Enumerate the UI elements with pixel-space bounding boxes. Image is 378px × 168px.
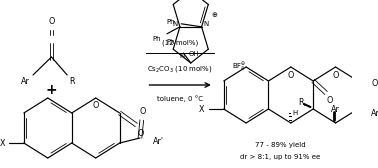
Text: Cs$_2$CO$_3$ (10 mol%): Cs$_2$CO$_3$ (10 mol%) xyxy=(147,64,213,74)
Text: Ar: Ar xyxy=(21,77,30,87)
Text: H: H xyxy=(292,110,297,116)
Text: $\oplus$: $\oplus$ xyxy=(211,10,218,19)
Text: X: X xyxy=(0,138,5,148)
Text: N: N xyxy=(179,53,184,59)
Text: Ph: Ph xyxy=(153,36,161,42)
Text: N: N xyxy=(173,21,178,27)
Text: O: O xyxy=(332,71,339,79)
Text: N: N xyxy=(204,21,209,27)
Text: 77 - 89% yield: 77 - 89% yield xyxy=(255,142,305,148)
Text: +: + xyxy=(46,83,57,97)
Text: dr > 8:1, up to 91% ee: dr > 8:1, up to 91% ee xyxy=(240,154,320,160)
Text: Ar: Ar xyxy=(331,104,340,114)
Text: Ar': Ar' xyxy=(371,110,378,118)
Text: Ar': Ar' xyxy=(153,136,164,145)
Text: OH: OH xyxy=(189,51,200,57)
Text: X: X xyxy=(199,104,204,114)
Text: O: O xyxy=(93,101,99,111)
Text: (12 mol%): (12 mol%) xyxy=(162,40,198,46)
Text: R,: R, xyxy=(298,98,306,108)
Text: O: O xyxy=(138,129,144,137)
Text: Ph: Ph xyxy=(166,19,175,25)
Text: Ph: Ph xyxy=(166,39,175,45)
Text: R: R xyxy=(69,77,74,87)
Text: BF$_4^{\ominus}$: BF$_4^{\ominus}$ xyxy=(232,61,247,73)
Text: O: O xyxy=(327,96,333,106)
Text: toluene, 0 °C: toluene, 0 °C xyxy=(157,96,203,102)
Text: O: O xyxy=(139,108,146,116)
Text: O: O xyxy=(371,78,378,88)
Text: O: O xyxy=(48,17,55,27)
Text: O: O xyxy=(288,71,294,79)
